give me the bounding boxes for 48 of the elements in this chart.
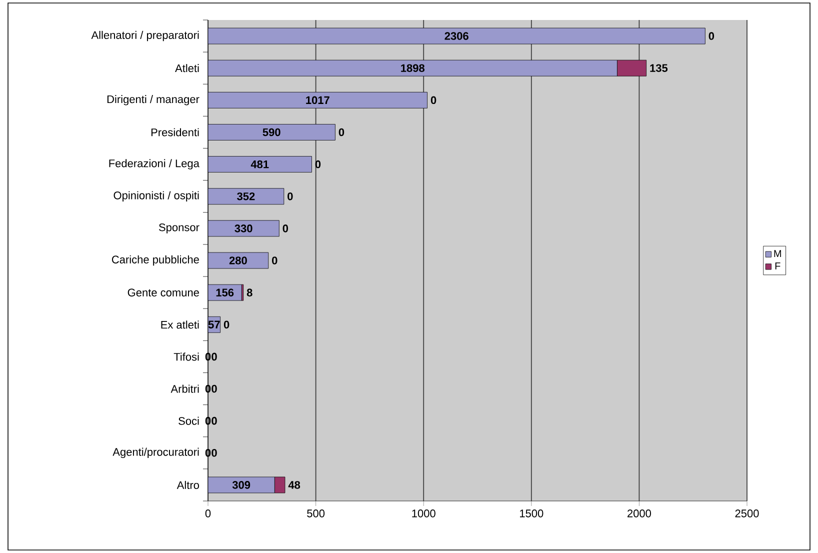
data-label: 481 [250,160,269,168]
data-label: 0 [288,192,293,200]
data-label: 0 [272,256,278,264]
y-tick-label: Dirigenti / manager [107,95,200,106]
data-label: 1898 [401,64,424,72]
x-tick-label: 1500 [520,510,544,518]
y-tick-label: Cariche pubbliche [112,255,199,266]
y-tick-label: Soci [178,416,199,425]
x-tick-label: 1000 [412,510,436,518]
legend-label: M [774,250,781,257]
data-label: 0 [212,352,217,361]
data-label: 0 [708,32,714,40]
data-label: 2306 [444,32,468,40]
data-label: 1017 [306,96,330,104]
x-tick-label: 2500 [735,510,759,518]
y-tick-label: Arbitri [170,384,199,393]
y-tick-label: Gente comune [128,288,199,296]
data-label: 352 [237,192,255,200]
y-tick-label: Ex atleti [161,320,199,329]
data-label: 309 [232,481,250,489]
y-tick-label: Sponsor [159,223,200,234]
y-tick-label: Altro [176,480,199,489]
data-label: 135 [650,64,668,72]
y-tick-label: Federazioni / Lega [109,159,200,170]
data-label: 0 [282,224,288,232]
data-label: 57 [208,320,220,328]
legend-label: F [775,262,780,270]
y-tick-label: Opinionisti / ospiti [114,191,199,202]
y-tick-label: Atleti [175,64,199,72]
x-tick-label: 2000 [628,510,651,518]
y-tick-label: Agenti/procuratori [112,448,199,458]
data-label: 280 [229,256,247,264]
data-label: 0 [212,384,217,393]
y-tick-label: Presidenti [151,128,199,136]
data-label: 0 [212,449,217,457]
y-tick-label: Tifosi [174,352,199,361]
y-tick-label: Allenatori / preparatori [91,30,199,42]
data-label: 330 [234,224,252,232]
data-label: 48 [288,481,300,489]
x-tick-label: 500 [307,510,325,518]
data-label: 0 [224,320,230,329]
data-label: 0 [212,416,217,425]
x-tick-label: 0 [205,510,211,518]
data-label: 0 [338,128,344,136]
data-label: 156 [216,288,234,296]
data-label: 590 [262,128,280,136]
data-label: 8 [246,288,252,296]
data-label: 0 [430,96,436,104]
